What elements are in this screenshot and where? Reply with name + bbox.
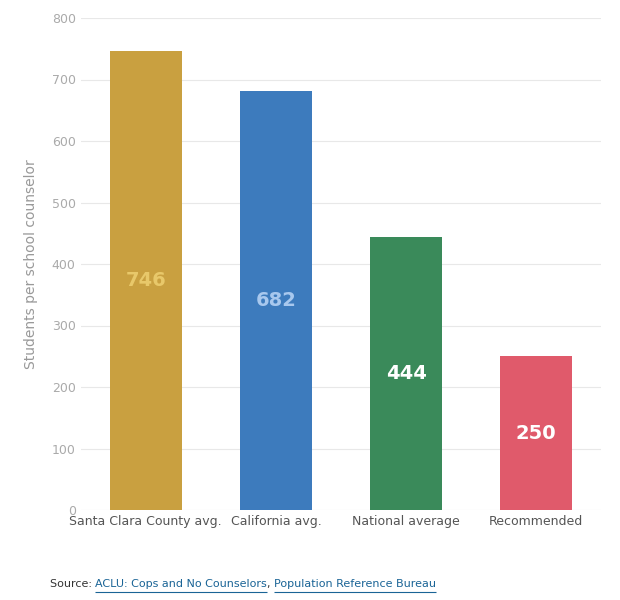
Text: Population Reference Bureau: Population Reference Bureau xyxy=(274,579,436,589)
Bar xyxy=(500,356,572,510)
Bar xyxy=(240,91,312,510)
Text: ACLU: Cops and No Counselors: ACLU: Cops and No Counselors xyxy=(95,579,267,589)
Text: 682: 682 xyxy=(255,291,296,310)
Text: 250: 250 xyxy=(516,424,557,443)
Text: ,: , xyxy=(267,579,274,589)
Text: Source:: Source: xyxy=(50,579,95,589)
Text: 444: 444 xyxy=(386,364,427,383)
Text: 746: 746 xyxy=(125,271,166,290)
Bar xyxy=(110,51,182,510)
Bar xyxy=(370,237,442,510)
Y-axis label: Students per school counselor: Students per school counselor xyxy=(24,159,38,369)
